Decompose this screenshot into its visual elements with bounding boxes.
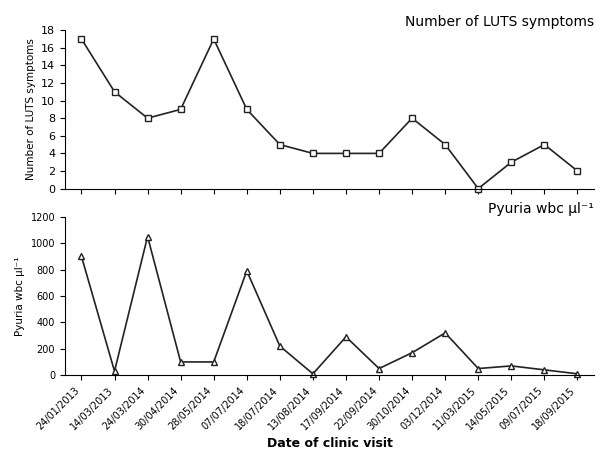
Y-axis label: Number of LUTS symptoms: Number of LUTS symptoms bbox=[26, 39, 35, 180]
Text: Number of LUTS symptoms: Number of LUTS symptoms bbox=[405, 15, 594, 29]
X-axis label: Date of clinic visit: Date of clinic visit bbox=[267, 437, 392, 450]
Text: Pyuria wbc μl⁻¹: Pyuria wbc μl⁻¹ bbox=[488, 201, 594, 216]
Y-axis label: Pyuria wbc μl⁻¹: Pyuria wbc μl⁻¹ bbox=[15, 256, 25, 336]
